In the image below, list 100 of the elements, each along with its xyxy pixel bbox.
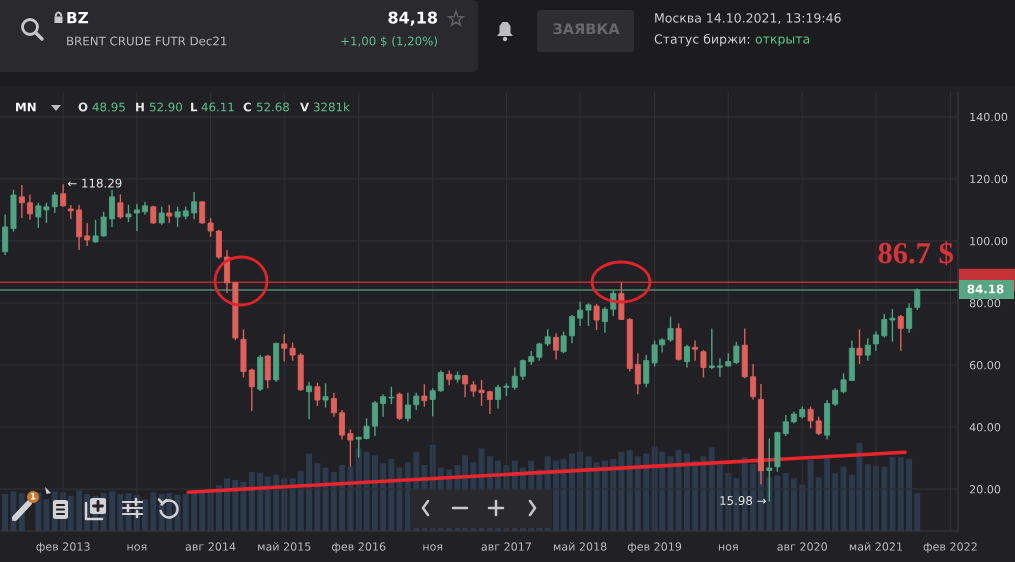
bar [371,455,378,531]
bar [848,474,855,531]
annotation: H [136,102,144,112]
candlestick [708,327,715,371]
candlestick [750,363,757,401]
x-tick-label: фев 2013 [36,542,90,553]
ref-line-label: 86.7 $ [878,241,953,266]
candlestick [692,339,699,362]
candlestick [553,332,560,361]
x-tick-label: май 2015 [258,542,311,551]
bar [257,472,264,531]
annotation: L [191,102,198,112]
bar [347,466,354,531]
bar [248,472,255,531]
text: Статус биржи: [654,33,750,47]
candlestick [109,189,116,228]
bar [182,494,189,531]
bar [150,492,157,531]
candlestick [314,382,321,407]
candlestick [684,344,690,369]
annotation: 1 [30,492,36,500]
bar [215,485,222,531]
text: +1,00 $ (1,20%) [341,36,437,47]
x-tick-label: ноя [127,544,147,551]
bar [76,490,83,531]
candlestick [133,202,140,232]
bar [43,499,50,531]
candlestick [174,206,181,228]
annotation: 48.95 [92,102,125,112]
candlestick [585,302,592,327]
candlestick [569,314,575,344]
candlestick [429,387,436,417]
bar [626,450,633,531]
candlestick [26,193,33,221]
x-tick-label: ноя [718,544,738,551]
x-tick-label: фев 2016 [332,542,386,553]
bar [914,493,921,531]
ref-line-label: 84.18 [967,284,1004,294]
annotation: 46.11 [201,102,234,112]
bar [224,478,230,531]
bar [864,464,871,531]
candlestick [519,358,526,381]
x-tick-label: май 2021 [849,542,903,551]
bar [585,456,592,531]
bar [675,450,682,531]
candlestick [511,366,518,391]
candlestick [643,354,650,389]
candlestick [404,391,411,423]
candlestick [199,200,206,225]
bar [322,467,329,531]
bar [634,456,641,531]
bar [339,465,345,531]
bar [832,472,839,531]
candlestick [700,349,707,379]
candlestick [306,381,313,421]
candlestick [601,305,608,334]
bar [593,462,600,531]
bar [881,466,888,531]
bar [232,479,239,531]
text: Москва 14.10.2021, 13:19:46 [655,13,841,24]
bar [708,447,715,531]
y-tick-label: 100.00 [970,236,1008,246]
annotation: 15.98 → [720,496,766,506]
bar [774,475,781,531]
annotation: V [300,102,310,112]
candlestick [577,301,584,327]
bar [117,494,124,531]
bar [692,460,699,531]
bar [363,451,370,531]
candlestick [421,383,428,408]
bar [807,459,814,531]
y-tick-label: 120.00 [970,174,1008,184]
candlestick [840,372,847,394]
bar [618,451,625,531]
annotation: ← 118.29 [67,178,122,188]
candlestick [371,400,378,437]
bar [824,457,831,531]
bar [700,456,707,531]
candlestick [330,391,337,418]
y-tick-label: 40.00 [969,423,1001,432]
bar [815,477,822,531]
candlestick [281,333,288,363]
candlestick [872,330,879,352]
candlestick [207,217,214,238]
bar [569,453,575,531]
bar [601,460,608,531]
bar [560,458,567,531]
candlestick [906,302,913,334]
candlestick [560,330,567,354]
bar [684,453,690,531]
bar [610,458,617,531]
bar [782,472,789,531]
candlestick [782,414,789,437]
bar [297,471,304,531]
candlestick [264,354,271,389]
bar [191,493,198,531]
annotation: O [78,102,88,112]
candlestick [716,357,723,378]
candlestick [60,183,67,208]
candlestick [339,409,345,441]
